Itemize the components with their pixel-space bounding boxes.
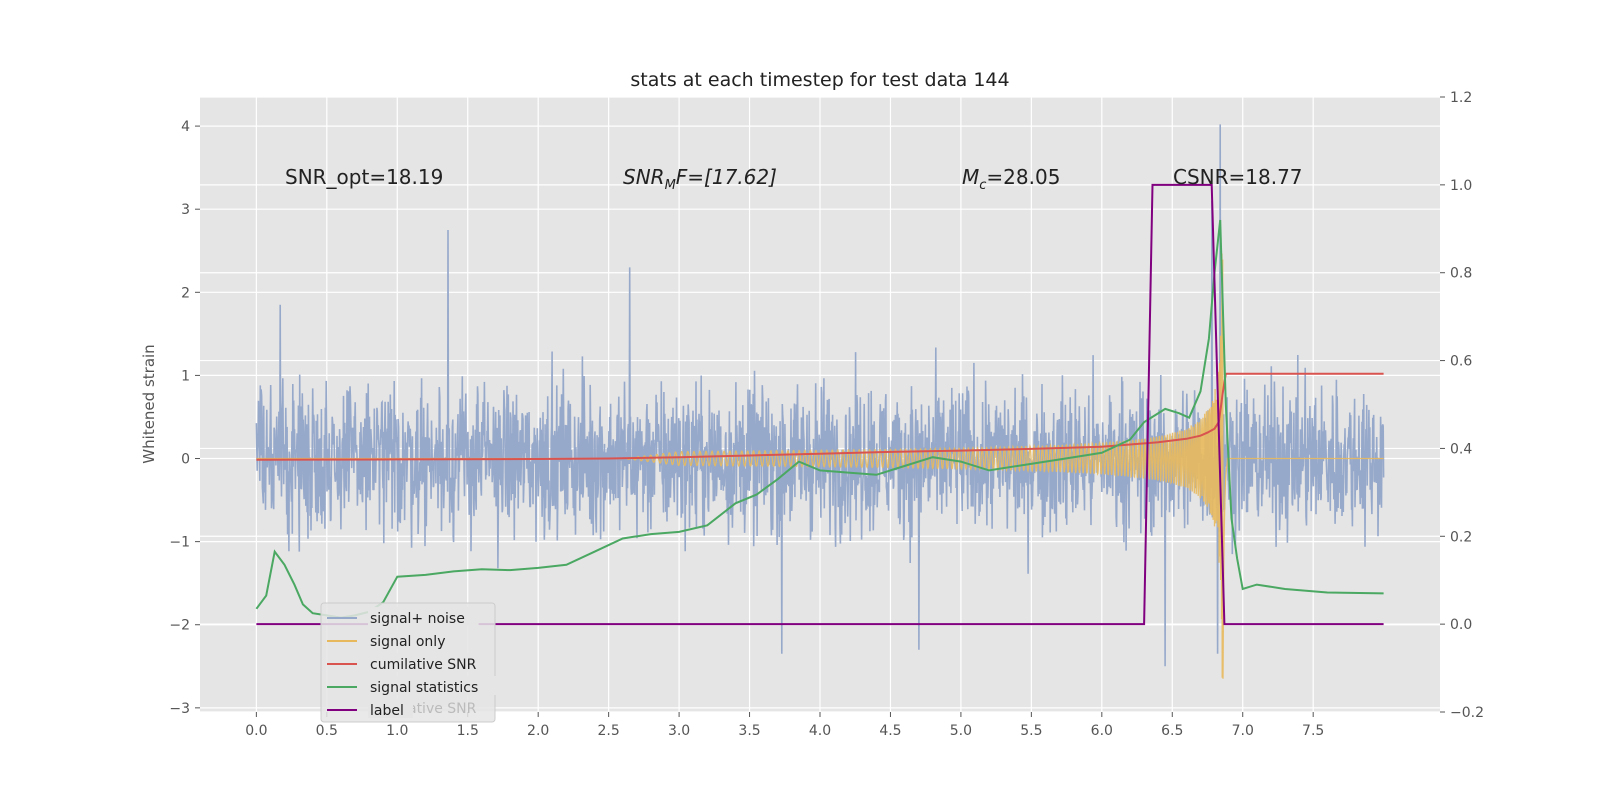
y-tick-label: 1 [181, 368, 190, 384]
series-layer [255, 124, 1385, 679]
y-axis-label: Whitened strain [140, 344, 158, 463]
chart-title: stats at each timestep for test data 144 [630, 69, 1009, 91]
x-tick-label: 2.5 [598, 723, 620, 739]
x-tick-label: 7.0 [1232, 723, 1254, 739]
x-tick-label: 0.5 [316, 723, 338, 739]
x-tick-label: 6.5 [1161, 723, 1183, 739]
legend-label: label [370, 703, 404, 719]
y2-tick-label: 0.2 [1450, 529, 1472, 545]
y2-tick-label: 1.0 [1450, 178, 1472, 194]
mc-sub: c [979, 178, 986, 193]
y2-tick-label: 0.8 [1450, 266, 1472, 282]
x-tick-label: 3.0 [668, 723, 690, 739]
x-tick-label: 3.5 [738, 723, 760, 739]
y-tick-label: 4 [181, 119, 190, 135]
legend-label-bg [368, 607, 479, 626]
legend-label-bg [368, 653, 487, 672]
mc-rest: =28.05 [986, 165, 1060, 189]
annotation-snr-opt: SNR_opt=18.19 [285, 165, 443, 189]
series-label [256, 183, 1384, 626]
y-tick-label: 0 [181, 452, 190, 468]
y2-tick-label: 1.2 [1450, 90, 1472, 106]
x-tick-label: 2.0 [527, 723, 549, 739]
legend-label: cumilative SNR [370, 657, 477, 673]
x-tick-label: 1.0 [386, 723, 408, 739]
snr-mf-sub: M [665, 178, 676, 193]
x-tick-label: 4.0 [809, 723, 831, 739]
y2-tick-label: 0.4 [1450, 441, 1472, 457]
x-tick-label: 0.0 [245, 723, 267, 739]
snr-mf-main: SNR [623, 165, 665, 189]
legend-label: signal statistics [370, 680, 478, 696]
x-tick-label: 1.5 [457, 723, 479, 739]
legend-label-bg [368, 630, 463, 649]
x-tick-label: 7.5 [1302, 723, 1324, 739]
y-tick-label: 3 [181, 202, 190, 218]
x-tick-label: 4.5 [879, 723, 901, 739]
y-tick-label: 2 [181, 285, 190, 301]
legend-label: signal+ noise [370, 611, 465, 627]
legend-label: signal only [370, 634, 445, 650]
x-tick-label: 5.0 [950, 723, 972, 739]
x-tick-label: 6.0 [1091, 723, 1113, 739]
mc-main: M [962, 165, 979, 189]
legend-label-bg [368, 699, 413, 718]
y-tick-label: −2 [169, 618, 190, 634]
annotation-mc: Mc=28.05 [962, 165, 1060, 193]
axes: 0.0 0.5 1.0 1.5 2.0 2.5 3.0 3.5 4.0 4.5 5.0 5.5 6.0 6… [169, 90, 1484, 739]
y-tick-label: −1 [169, 535, 190, 551]
x-tick-label: 5.5 [1020, 723, 1042, 739]
annotation-csnr: CSNR=18.77 [1173, 165, 1303, 189]
y2-tick-label: 0.6 [1450, 354, 1472, 370]
legend-label-bg [368, 676, 512, 695]
y2-tick-label: −0.2 [1450, 705, 1484, 721]
y-tick-label: −3 [169, 701, 190, 717]
y2-tick-label: 0.0 [1450, 617, 1472, 633]
annotation-snr-mf: SNRMF=[17.62] [623, 165, 777, 193]
series-cumilative-snr [256, 372, 1384, 461]
snr-mf-rest: F=[17.62] [676, 165, 777, 189]
